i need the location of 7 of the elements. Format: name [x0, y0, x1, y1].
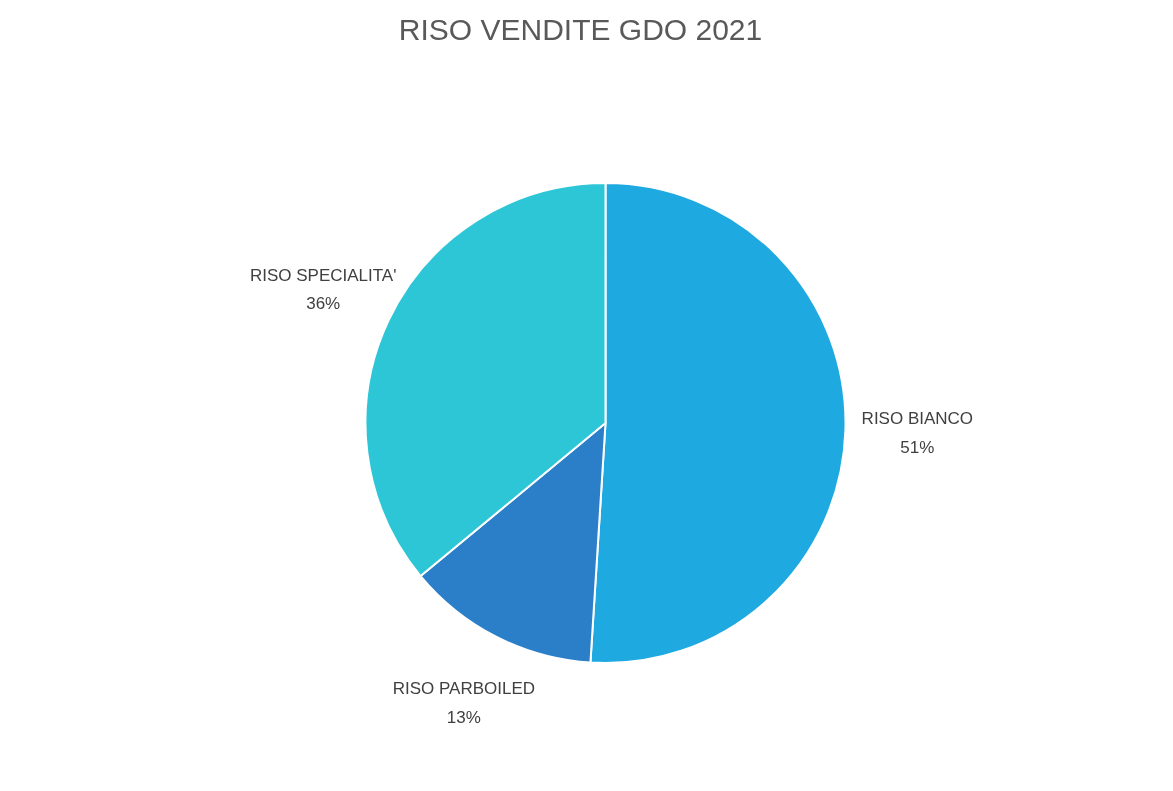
slice-label: RISO PARBOILED: [392, 679, 536, 699]
slice-label: RISO SPECIALITA': [249, 265, 397, 285]
data-label: 51%: [900, 437, 935, 457]
chart-title: RISO VENDITE GDO 2021: [398, 12, 763, 46]
slice-label: RISO BIANCO: [861, 409, 974, 429]
data-label: 13%: [446, 707, 481, 727]
data-label: 36%: [306, 294, 341, 314]
